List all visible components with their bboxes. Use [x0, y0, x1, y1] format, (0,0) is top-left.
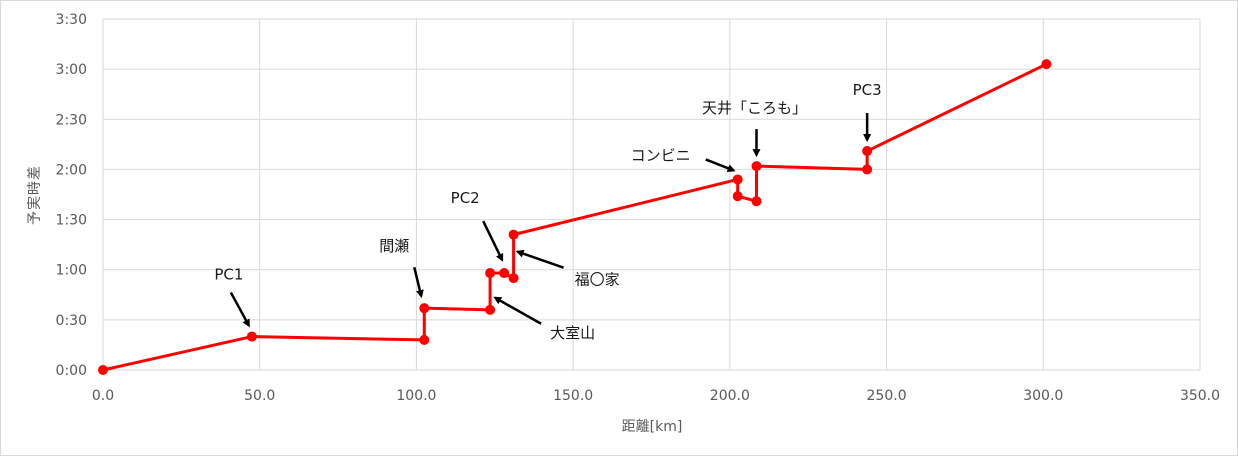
- series-red: [98, 59, 1052, 375]
- tick-labels: 0.0 50.0 100.0 150.0 200.0 250.0 300.0 350.0 0:0…: [56, 12, 1221, 404]
- y-axis-title: 予実時差: [27, 165, 43, 225]
- data-point: [98, 365, 108, 375]
- annotation-label: PC3: [853, 81, 882, 99]
- x-tick-label: 200.0: [710, 388, 750, 404]
- annotation-arrow: [413, 266, 424, 299]
- y-tick-label: 1:30: [56, 213, 87, 229]
- annotation-arrow: [482, 220, 504, 262]
- grid-lines: [102, 18, 1201, 371]
- series-line: [102, 62, 1048, 372]
- x-tick-label: 150.0: [553, 388, 593, 404]
- y-tick-label: 0:00: [56, 363, 87, 379]
- data-point: [508, 229, 519, 240]
- y-tick-label: 1:00: [56, 263, 87, 279]
- data-point: [419, 303, 430, 314]
- data-point: [732, 191, 743, 202]
- y-tick-label: 3:30: [56, 12, 87, 28]
- data-point: [1041, 59, 1052, 70]
- y-tick-label: 0:30: [56, 313, 87, 329]
- annotation-label: 間瀬: [379, 237, 409, 255]
- data-point: [485, 268, 496, 279]
- annotation-label: 大室山: [550, 324, 595, 342]
- annotation-labels: PC1 間瀬 PC2 大室山 福〇家 コンビニ 天井「ころも」 PC3: [214, 81, 881, 342]
- annotation-arrow: [229, 291, 250, 328]
- x-tick-label: 0.0: [92, 388, 114, 404]
- data-point: [419, 334, 430, 345]
- x-tick-label: 350.0: [1180, 388, 1220, 404]
- data-point: [732, 174, 743, 185]
- data-point: [246, 331, 257, 342]
- x-tick-label: 300.0: [1023, 388, 1063, 404]
- data-point: [485, 304, 496, 315]
- annotation-label: 福〇家: [575, 271, 620, 289]
- annotation-arrow: [515, 249, 565, 269]
- annotation-arrow: [493, 296, 542, 325]
- data-point: [751, 161, 762, 172]
- x-axis-title: 距離[km]: [622, 418, 683, 435]
- x-tick-label: 50.0: [244, 388, 275, 404]
- annotation-arrow: [705, 158, 736, 172]
- y-tick-label: 3:00: [56, 62, 87, 78]
- annotation-label: PC2: [451, 189, 480, 207]
- y-tick-label: 2:30: [56, 112, 87, 128]
- data-point: [508, 273, 519, 284]
- data-point: [751, 196, 762, 207]
- annotation-arrows: [229, 113, 872, 328]
- annotation-label: 天井「ころも」: [702, 99, 807, 117]
- data-point: [862, 146, 873, 157]
- x-tick-label: 250.0: [867, 388, 907, 404]
- data-point: [499, 268, 510, 279]
- annotation-label: コンビニ: [631, 146, 691, 164]
- annotation-label: PC1: [214, 266, 243, 284]
- y-tick-label: 2:00: [56, 162, 87, 178]
- data-point: [862, 164, 873, 175]
- x-tick-label: 100.0: [396, 388, 436, 404]
